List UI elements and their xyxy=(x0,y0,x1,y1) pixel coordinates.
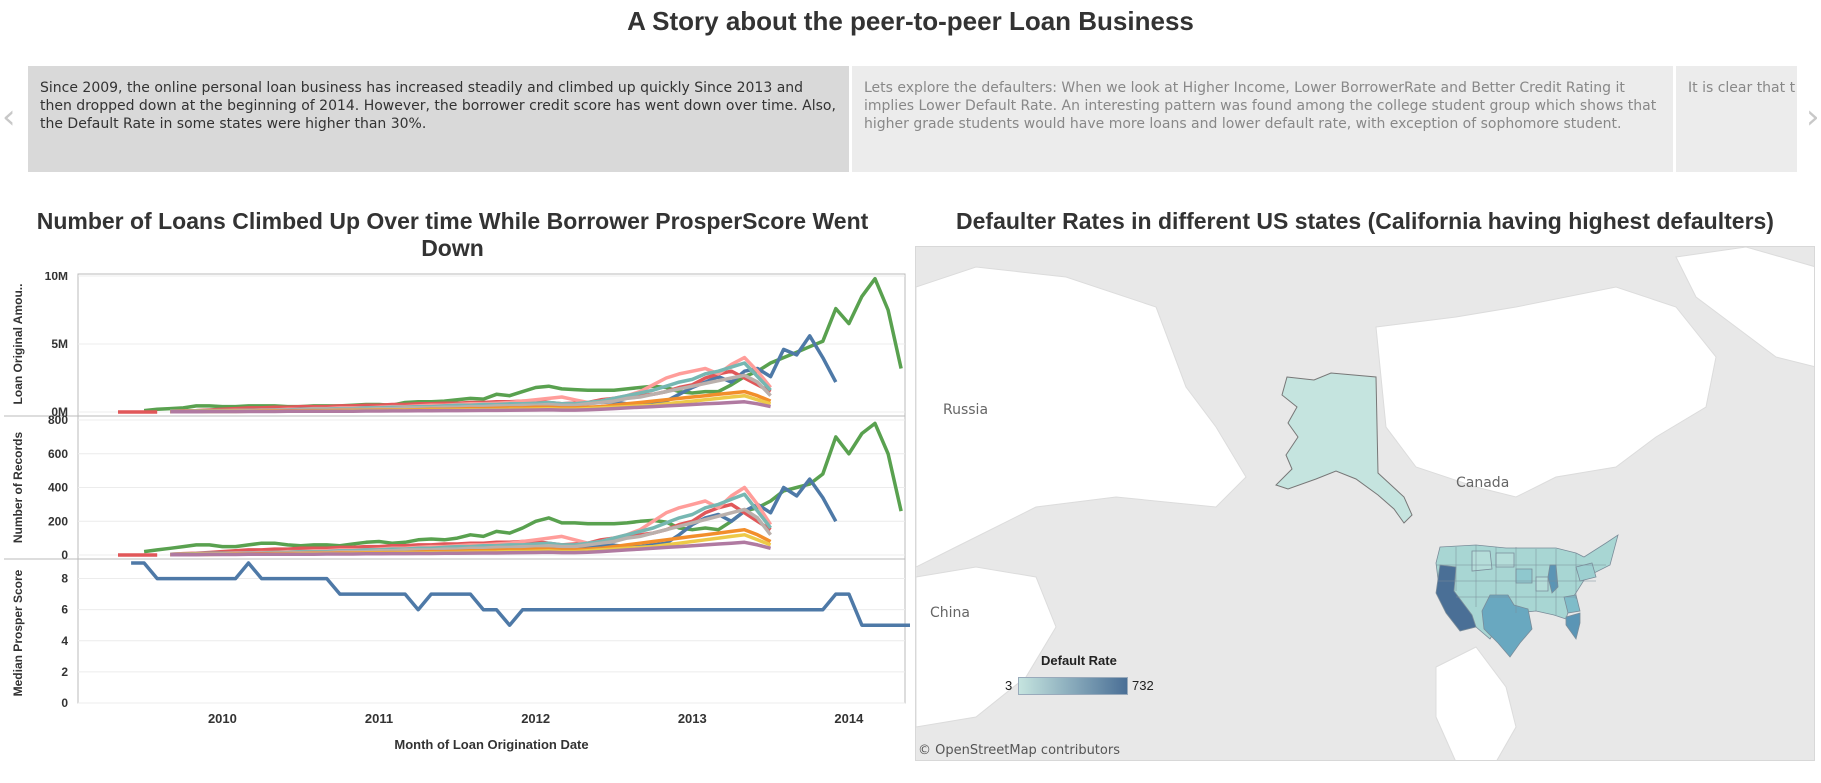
series-line-purple[interactable] xyxy=(170,400,771,414)
y-tick-label: 0 xyxy=(61,548,68,562)
legend-max: 732 xyxy=(1132,678,1154,693)
story-point-2-caption[interactable]: Lets explore the defaulters: When we loo… xyxy=(852,66,1673,172)
x-axis-label: Month of Loan Origination Date xyxy=(394,737,588,752)
default-rate-map[interactable]: Russia Canada China Default Rate 3 732 ©… xyxy=(915,246,1815,761)
florida-state xyxy=(1565,612,1581,640)
georgia-state xyxy=(1563,594,1581,614)
california-state xyxy=(1435,564,1477,632)
y-tick-label: 0M xyxy=(51,405,68,419)
series-line-green[interactable] xyxy=(143,276,903,413)
us-states[interactable] xyxy=(1435,534,1619,658)
y-tick-label: 2 xyxy=(61,665,68,679)
series-line-green[interactable] xyxy=(143,421,903,554)
next-point-arrow-icon[interactable]: › xyxy=(1806,97,1820,137)
texas-state xyxy=(1481,594,1533,658)
alaska-state[interactable] xyxy=(1275,372,1413,524)
x-tick-label: 2010 xyxy=(208,711,237,726)
y-axis-label-records: Number of Records xyxy=(11,432,25,544)
map-landmass xyxy=(916,247,1814,760)
story-title: A Story about the peer-to-peer Loan Busi… xyxy=(627,6,1194,36)
x-tick-label: 2012 xyxy=(521,711,550,726)
line-chart-title: Number of Loans Climbed Up Over time Whi… xyxy=(36,208,869,261)
y-tick-label: 8 xyxy=(61,572,68,586)
story-point-1-caption[interactable]: Since 2009, the online personal loan bus… xyxy=(28,66,849,172)
previous-point-arrow-icon[interactable]: ‹ xyxy=(2,97,16,137)
legend-min: 3 xyxy=(1005,678,1013,693)
story-point-3-text: It is clear that t However, loans C&D ha… xyxy=(1688,80,1797,96)
x-tick-label: 2014 xyxy=(834,711,864,726)
y-tick-label: 400 xyxy=(48,481,68,495)
y-tick-label: 800 xyxy=(48,413,68,427)
y-tick-label: 200 xyxy=(48,514,68,528)
plot-frame xyxy=(77,273,906,704)
y-tick-label: 4 xyxy=(61,634,68,648)
y-axis-label-prosper-score: Median Prosper Score xyxy=(11,569,25,696)
map-title: Defaulter Rates in different US states (… xyxy=(956,208,1774,234)
y-axis-label-loan-amount: Loan Original Amou.. xyxy=(11,284,25,405)
x-tick-label: 2011 xyxy=(365,711,393,726)
story-point-3-caption[interactable]: It is clear that t However, loans C&D ha… xyxy=(1676,66,1797,172)
y-tick-label: 10M xyxy=(45,272,68,283)
map-svg xyxy=(916,247,1814,760)
map-label-russia: Russia xyxy=(943,402,989,418)
map-attribution[interactable]: © OpenStreetMap contributors xyxy=(918,743,1120,758)
series-line-purple[interactable] xyxy=(170,540,772,557)
y-tick-label: 600 xyxy=(48,447,68,461)
y-tick-label: 6 xyxy=(61,603,68,617)
loan-line-chart[interactable]: 0M 5M 10M Loan Original Amou.. 0 200 400 600 800… xyxy=(0,272,910,764)
legend-color-ramp xyxy=(1018,677,1128,695)
map-label-china: China xyxy=(930,605,970,621)
legend-title: Default Rate xyxy=(1041,653,1117,668)
x-tick-label: 2013 xyxy=(678,711,707,726)
y-tick-label: 0 xyxy=(61,696,68,710)
map-label-canada: Canada xyxy=(1456,475,1510,491)
series-line-blue[interactable] xyxy=(131,561,910,627)
y-tick-label: 5M xyxy=(51,337,68,351)
